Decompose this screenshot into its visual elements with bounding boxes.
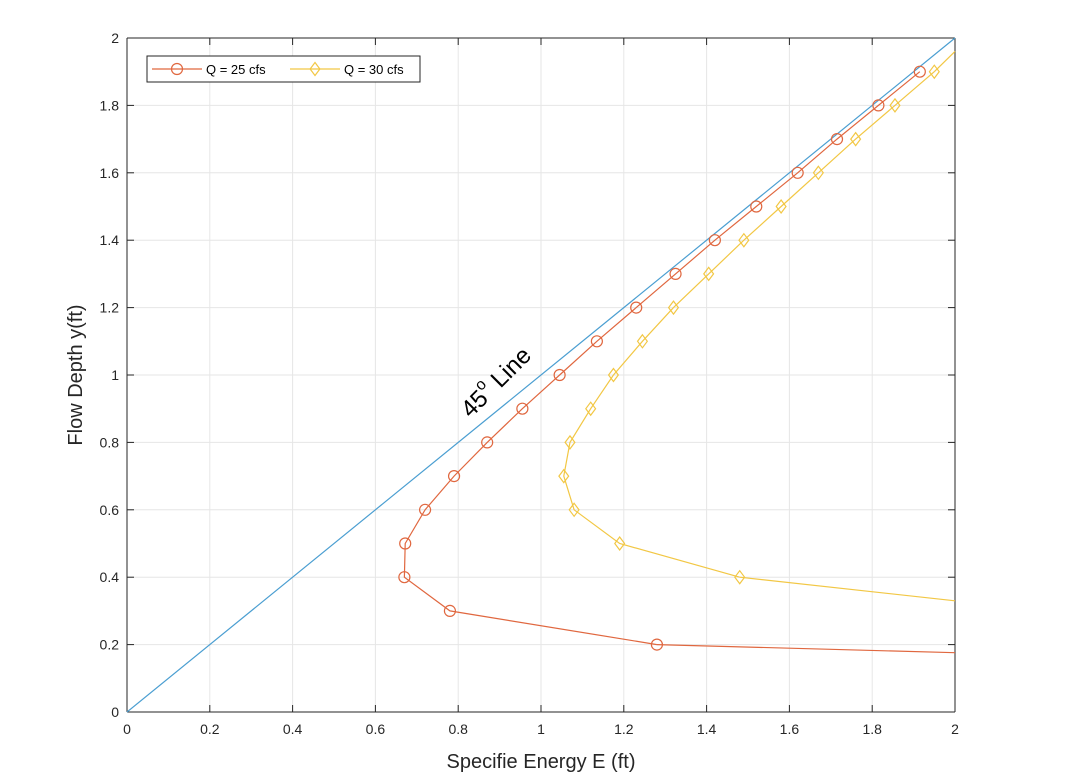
x-tick-label: 1.8 [862, 721, 882, 737]
data-point-circle [553, 368, 566, 382]
x-tick-label: 0.6 [366, 721, 386, 737]
y-tick-label: 0.4 [100, 569, 120, 585]
y-tick-label: 1.2 [100, 300, 120, 316]
annotation-suffix: Line [481, 342, 537, 398]
data-point-circle [398, 571, 411, 584]
x-tick-label: 0.2 [200, 721, 220, 737]
x-axis-label: Specifie Energy E (ft) [447, 751, 636, 773]
series-1 [398, 65, 956, 654]
data-point-diamond [667, 300, 680, 316]
data-point-circle [669, 267, 682, 280]
x-tick-label: 2 [951, 721, 959, 737]
data-point-diamond [585, 401, 597, 417]
reference-45-line [126, 37, 956, 713]
series-tail-line [656, 644, 956, 654]
data-point-diamond [636, 333, 649, 349]
legend-label: Q = 25 cfs [206, 62, 266, 77]
x-tick-label: 0.8 [448, 721, 468, 737]
y-tick-label: 1.8 [100, 97, 120, 113]
data-point-diamond [889, 97, 901, 113]
data-point-circle [447, 470, 461, 483]
data-point-circle [590, 335, 603, 348]
data-point-circle [750, 200, 763, 213]
data-point-circle [872, 99, 885, 112]
legend: Q = 25 cfs Q = 30 cfs [146, 55, 421, 83]
x-tick-label: 1.4 [697, 721, 717, 737]
data-point-diamond [309, 61, 321, 77]
y-ticks: 0 0.2 0.4 0.6 0.8 1 1.2 1.4 1.6 1.8 2 [100, 30, 955, 720]
series-head-line [933, 51, 956, 73]
x-tick-label: 1 [537, 721, 545, 737]
data-point-circle [913, 65, 926, 78]
legend-label: Q = 30 cfs [344, 62, 404, 77]
x-ticks: 0 0.2 0.4 0.6 0.8 1 1.2 1.4 1.6 1.8 2 [123, 38, 959, 737]
plot-lines [126, 37, 956, 713]
data-point-circle [630, 301, 643, 314]
series-tail-line [739, 576, 956, 602]
data-point-circle [516, 402, 529, 415]
data-point-circle [708, 234, 721, 247]
data-point-diamond [775, 199, 787, 214]
annotation-45-line: 45o Line [453, 339, 537, 423]
data-point-circle [791, 166, 804, 179]
y-tick-label: 0.8 [100, 434, 120, 450]
data-point-circle [170, 62, 184, 76]
legend-item: Q = 30 cfs [290, 61, 404, 77]
y-tick-label: 1.6 [100, 165, 120, 181]
y-tick-label: 1 [111, 367, 119, 383]
data-point-diamond [850, 131, 862, 147]
y-tick-label: 0.6 [100, 502, 120, 518]
y-tick-label: 2 [111, 30, 119, 46]
data-point-circle [443, 604, 457, 618]
data-point-diamond [564, 434, 576, 450]
x-tick-label: 0.4 [283, 721, 303, 737]
data-point-circle [418, 503, 432, 516]
x-tick-label: 1.6 [780, 721, 800, 737]
data-point-diamond [738, 232, 750, 248]
series-line [403, 71, 921, 646]
x-tick-label: 0 [123, 721, 131, 737]
y-tick-label: 0.2 [100, 637, 120, 653]
data-point-circle [830, 133, 844, 146]
y-tick-label: 0 [111, 704, 119, 720]
data-point-diamond [614, 536, 626, 551]
y-tick-label: 1.4 [100, 232, 120, 248]
series-line [563, 71, 935, 578]
data-point-diamond [928, 64, 940, 80]
y-axis-label: Flow Depth y(ft) [65, 304, 87, 445]
data-point-diamond [568, 502, 580, 518]
data-point-circle [399, 537, 412, 550]
data-point-diamond [558, 468, 570, 484]
data-point-circle [481, 436, 494, 449]
data-point-diamond [812, 165, 825, 181]
legend-item: Q = 25 cfs [152, 62, 266, 77]
data-point-diamond [734, 569, 746, 585]
data-point-diamond [607, 367, 620, 383]
series-2 [558, 51, 956, 602]
data-point-diamond [703, 266, 715, 282]
data-point-circle [650, 638, 664, 651]
x-tick-label: 1.2 [614, 721, 634, 737]
